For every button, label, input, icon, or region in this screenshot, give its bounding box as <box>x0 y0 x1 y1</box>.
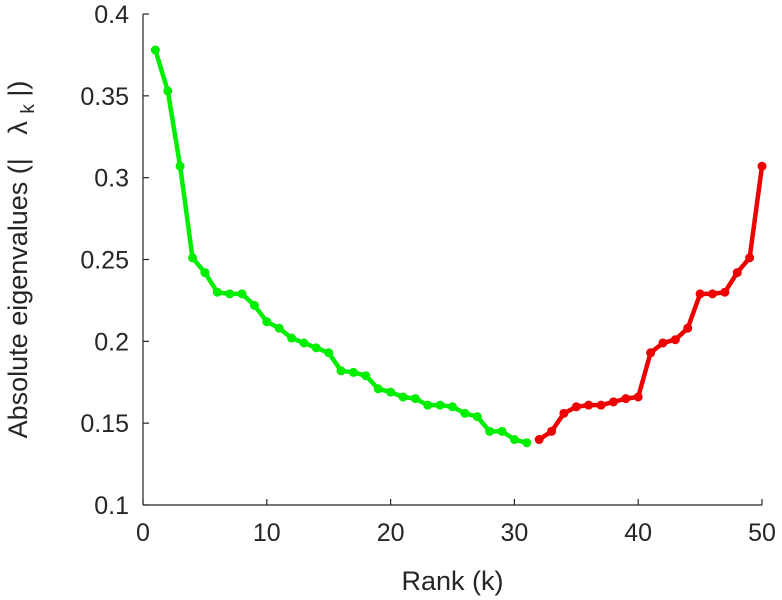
data-point <box>200 268 210 278</box>
data-point <box>658 338 668 348</box>
y-tick-label: 0.1 <box>94 492 129 520</box>
x-tick-label: 50 <box>748 519 776 547</box>
data-point <box>547 426 557 436</box>
data-point <box>707 289 717 299</box>
data-point <box>584 400 594 410</box>
y-axis-label-suffix: |) <box>3 81 33 97</box>
data-point <box>311 343 321 353</box>
data-point <box>633 392 643 402</box>
data-point <box>373 384 383 394</box>
y-axis-label-symbol: λ <box>3 121 33 135</box>
data-point <box>534 435 544 445</box>
x-axis-label: Rank (k) <box>401 566 503 596</box>
data-point <box>509 435 519 445</box>
data-point <box>410 394 420 404</box>
data-point <box>262 317 272 327</box>
data-point <box>732 268 742 278</box>
data-point <box>621 394 631 404</box>
data-point <box>212 287 222 297</box>
y-axis-label: Absolute eigenvalues (| λ k |) <box>3 81 40 439</box>
axes: 0 10 20 30 40 50 0.1 0.15 0.2 0.25 0.3 0.35 0.4 <box>80 1 776 547</box>
series-layer <box>150 45 767 448</box>
data-point <box>361 371 371 381</box>
y-tick-label: 0.4 <box>94 1 129 29</box>
data-point <box>571 402 581 412</box>
data-point <box>299 338 309 348</box>
x-tick-label: 20 <box>377 519 405 547</box>
x-tick-label: 40 <box>624 519 652 547</box>
y-tick-label: 0.2 <box>94 328 129 356</box>
data-point <box>324 348 334 358</box>
data-point <box>720 287 730 297</box>
data-point <box>497 426 507 436</box>
data-point <box>237 289 247 299</box>
data-point <box>150 45 160 55</box>
y-tick-label: 0.3 <box>94 165 129 193</box>
data-point <box>386 387 396 397</box>
data-point <box>745 253 755 263</box>
x-tick-label: 30 <box>500 519 528 547</box>
data-point <box>646 348 656 358</box>
data-point <box>163 86 173 96</box>
data-point <box>460 408 470 418</box>
data-point <box>175 161 185 171</box>
data-point <box>188 253 198 263</box>
data-point <box>559 408 569 418</box>
data-point <box>398 392 408 402</box>
x-tick-label: 10 <box>253 519 281 547</box>
data-point <box>448 402 457 412</box>
data-point <box>683 323 693 333</box>
data-point <box>757 161 767 171</box>
data-point <box>596 400 606 410</box>
data-point <box>608 397 618 407</box>
data-point <box>423 400 433 410</box>
data-point <box>249 300 259 310</box>
data-point <box>287 333 297 343</box>
series-1 <box>534 161 767 445</box>
data-point <box>485 426 495 436</box>
data-point <box>472 412 482 422</box>
data-point <box>336 366 346 376</box>
data-point <box>695 289 705 299</box>
data-point <box>274 323 284 333</box>
data-point <box>348 367 358 377</box>
series-line <box>536 163 765 442</box>
y-axis-label-prefix: Absolute eigenvalues (| <box>3 158 33 438</box>
data-point <box>522 438 532 448</box>
y-tick-label: 0.15 <box>80 410 129 438</box>
y-axis-label-subscript: k <box>18 104 39 114</box>
y-tick-label: 0.35 <box>80 83 129 111</box>
series-0 <box>150 45 532 448</box>
data-point <box>435 400 445 410</box>
data-point <box>225 289 235 299</box>
y-tick-label: 0.25 <box>80 247 129 275</box>
x-tick-label: 0 <box>136 519 150 547</box>
data-point <box>670 335 680 345</box>
series-line <box>153 47 530 446</box>
